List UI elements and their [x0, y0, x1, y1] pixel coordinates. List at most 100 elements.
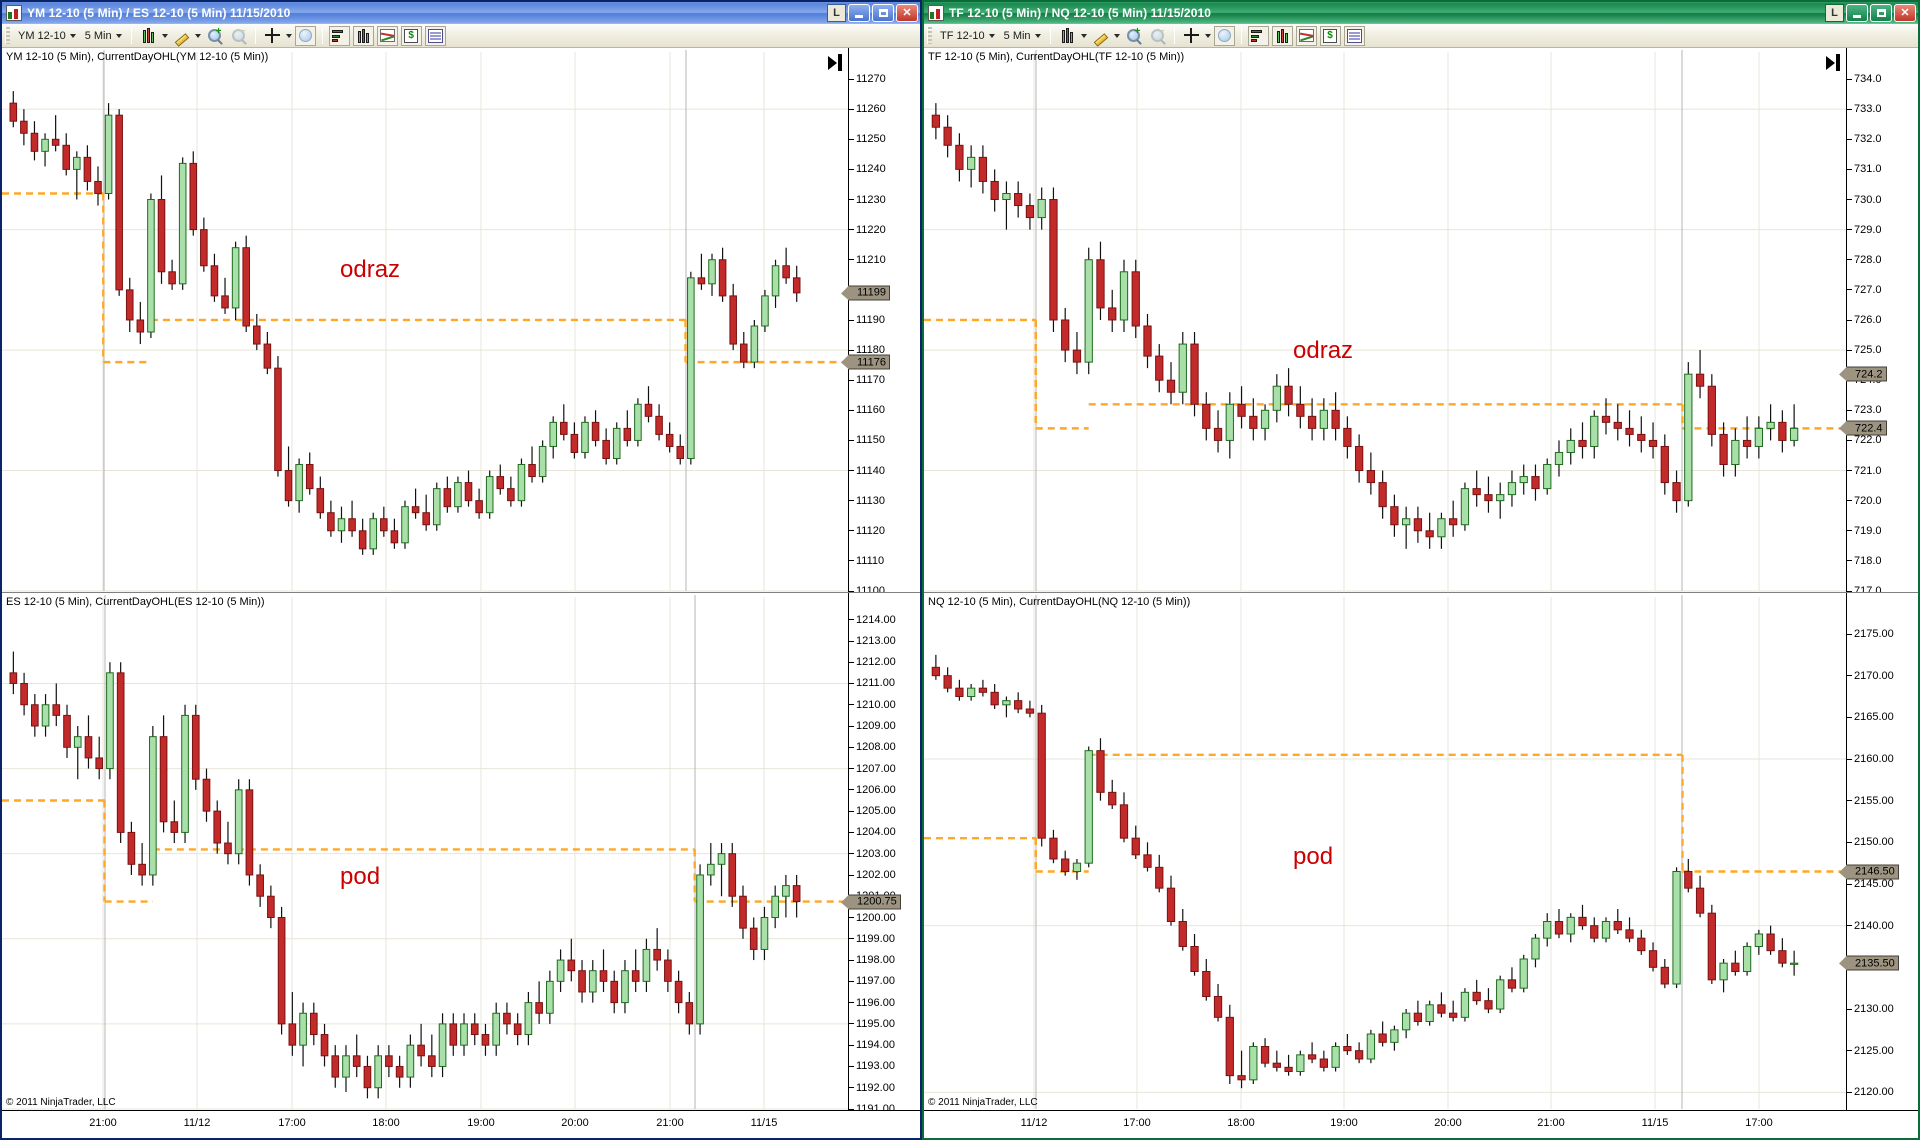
time-tick: 11/15 — [750, 1117, 778, 1129]
drawing-tools-icon[interactable] — [1090, 26, 1111, 46]
candlestick-type-icon[interactable] — [138, 26, 159, 46]
link-button[interactable]: L — [827, 4, 846, 22]
price-tick: 11190 — [849, 314, 885, 326]
price-tick: 728.0 — [1847, 254, 1882, 266]
maximize-icon[interactable] — [872, 4, 894, 22]
data-series-icon[interactable] — [328, 25, 350, 46]
data-series-icon[interactable] — [1247, 25, 1269, 46]
chart-pane-es[interactable]: ES 12-10 (5 Min), CurrentDayOHL(ES 12-10… — [2, 593, 920, 1138]
instrument-label: YM 12-10 — [18, 29, 66, 42]
indicators-icon[interactable] — [1271, 25, 1293, 46]
price-axis-nq[interactable]: 2175.00 2170.00 2165.00 2160.00 2155.00 2150.… — [1839, 593, 1918, 1138]
chart-style-icon[interactable] — [376, 25, 398, 46]
toolbar[interactable]: TF 12-10 5 Min + − — [924, 24, 1918, 48]
globe-icon[interactable] — [294, 25, 316, 46]
price-tick: 11270 — [849, 73, 886, 85]
window-title: TF 12-10 (5 Min) / NQ 12-10 (5 Min) 11/1… — [949, 6, 1212, 20]
candlestick-type-icon[interactable] — [1057, 26, 1078, 46]
properties-icon[interactable] — [424, 25, 446, 46]
chevron-down-icon[interactable] — [285, 33, 292, 38]
zoom-out-icon[interactable]: − — [1147, 26, 1168, 46]
titlebar[interactable]: YM 12-10 (5 Min) / ES 12-10 (5 Min) 11/1… — [2, 2, 920, 24]
chart-pane-nq[interactable]: NQ 12-10 (5 Min), CurrentDayOHL(NQ 12-10… — [924, 593, 1918, 1138]
price-tick: 1198.00 — [849, 954, 895, 966]
price-tick: 2175.00 — [1847, 628, 1894, 640]
crosshair-icon[interactable] — [1181, 26, 1202, 46]
candlestick-plot — [924, 50, 1846, 592]
play-to-end-icon[interactable] — [828, 54, 842, 71]
titlebar[interactable]: TF 12-10 (5 Min) / NQ 12-10 (5 Min) 11/1… — [924, 2, 1918, 24]
play-to-end-icon[interactable] — [1826, 54, 1840, 71]
chevron-down-icon[interactable] — [194, 33, 201, 38]
dollar-icon[interactable]: $ — [1319, 25, 1341, 46]
instrument-selector[interactable]: YM 12-10 — [15, 26, 79, 45]
price-tick: 1194.00 — [849, 1039, 895, 1051]
globe-icon[interactable] — [1213, 25, 1235, 46]
maximize-icon[interactable] — [1870, 4, 1892, 22]
plot-ym[interactable] — [2, 48, 920, 592]
crosshair-icon[interactable] — [262, 26, 283, 46]
minimize-icon[interactable] — [1846, 4, 1868, 22]
price-tick: 1213.00 — [849, 635, 896, 647]
price-tick: 11160 — [849, 404, 885, 416]
toolbar-grip[interactable] — [5, 27, 10, 44]
price-tick: 1200.00 — [849, 912, 896, 924]
instrument-selector[interactable]: TF 12-10 — [937, 26, 998, 45]
dollar-icon[interactable]: $ — [400, 25, 422, 46]
plot-nq[interactable] — [924, 593, 1918, 1138]
indicators-icon[interactable] — [352, 25, 374, 46]
time-axis-right[interactable]: 11/12 17:00 18:00 19:00 20:00 21:00 11/15 17:00 — [924, 1110, 1918, 1138]
price-tick: 11120 — [849, 525, 885, 537]
chart-annotation: pod — [340, 863, 381, 891]
time-tick: 19:00 — [467, 1117, 495, 1129]
charts-container: TF 12-10 (5 Min), CurrentDayOHL(TF 12-10… — [924, 48, 1918, 1138]
price-tick: 1207.00 — [849, 763, 896, 775]
close-icon[interactable]: ✕ — [1894, 4, 1916, 22]
price-tick: 1197.00 — [849, 975, 895, 987]
window-buttons: L ✕ — [1825, 4, 1916, 22]
price-axis-ym[interactable]: 1127011260112501124011230112201121011200… — [841, 48, 920, 592]
properties-icon[interactable] — [1343, 25, 1365, 46]
toolbar[interactable]: YM 12-10 5 Min + − — [2, 24, 920, 48]
price-tick: 11150 — [849, 434, 885, 446]
interval-selector[interactable]: 5 Min — [82, 26, 125, 45]
zoom-in-icon[interactable]: + — [1123, 26, 1144, 46]
price-tick: 11100 — [849, 585, 885, 592]
plot-tf[interactable] — [924, 48, 1918, 592]
chevron-down-icon[interactable] — [1113, 33, 1120, 38]
chevron-down-icon — [1034, 33, 1041, 38]
price-tick: 11130 — [849, 495, 885, 507]
chevron-down-icon[interactable] — [1204, 33, 1211, 38]
time-axis-left[interactable]: 21:00 11/12 17:00 18:00 19:00 20:00 21:00 11/15 — [2, 1110, 920, 1138]
zoom-in-icon[interactable]: + — [204, 26, 225, 46]
time-tick: 11/12 — [183, 1117, 211, 1129]
link-button[interactable]: L — [1825, 4, 1844, 22]
interval-selector[interactable]: 5 Min — [1001, 26, 1044, 45]
close-icon[interactable]: ✕ — [896, 4, 918, 22]
price-axis-tf[interactable]: 734.0 733.0 732.0 731.0 730.0 729.0 728.0 727.0… — [1839, 48, 1918, 592]
price-tick: 2170.00 — [1847, 670, 1894, 682]
zoom-out-icon[interactable]: − — [228, 26, 249, 46]
chart-pane-ym[interactable]: YM 12-10 (5 Min), CurrentDayOHL(YM 12-10… — [2, 48, 920, 593]
price-tick: 2145.00 — [1847, 878, 1894, 890]
price-tick: 1214.00 — [849, 614, 896, 626]
chevron-down-icon — [115, 33, 122, 38]
price-tick: 1211.00 — [849, 677, 895, 689]
minimize-icon[interactable] — [848, 4, 870, 22]
chevron-down-icon[interactable] — [1080, 33, 1087, 38]
toolbar-grip[interactable] — [927, 27, 932, 44]
chart-pane-tf[interactable]: TF 12-10 (5 Min), CurrentDayOHL(TF 12-10… — [924, 48, 1918, 593]
window-left[interactable]: YM 12-10 (5 Min) / ES 12-10 (5 Min) 11/1… — [0, 0, 922, 1140]
pane-title: TF 12-10 (5 Min), CurrentDayOHL(TF 12-10… — [928, 51, 1185, 63]
chart-annotation: odraz — [340, 255, 401, 283]
plot-es[interactable] — [2, 593, 920, 1138]
chevron-down-icon[interactable] — [161, 33, 168, 38]
price-axis-es[interactable]: 1214.00 1213.00 1212.00 1211.00 1210.00 1209.… — [841, 593, 920, 1138]
price-marker: 11199 — [841, 285, 890, 301]
price-tick: 723.0 — [1847, 404, 1882, 416]
drawing-tools-icon[interactable] — [171, 26, 192, 46]
chart-style-icon[interactable] — [1295, 25, 1317, 46]
price-tick: 729.0 — [1847, 224, 1882, 236]
toolbar-separator — [1240, 27, 1242, 44]
window-right[interactable]: TF 12-10 (5 Min) / NQ 12-10 (5 Min) 11/1… — [922, 0, 1920, 1140]
